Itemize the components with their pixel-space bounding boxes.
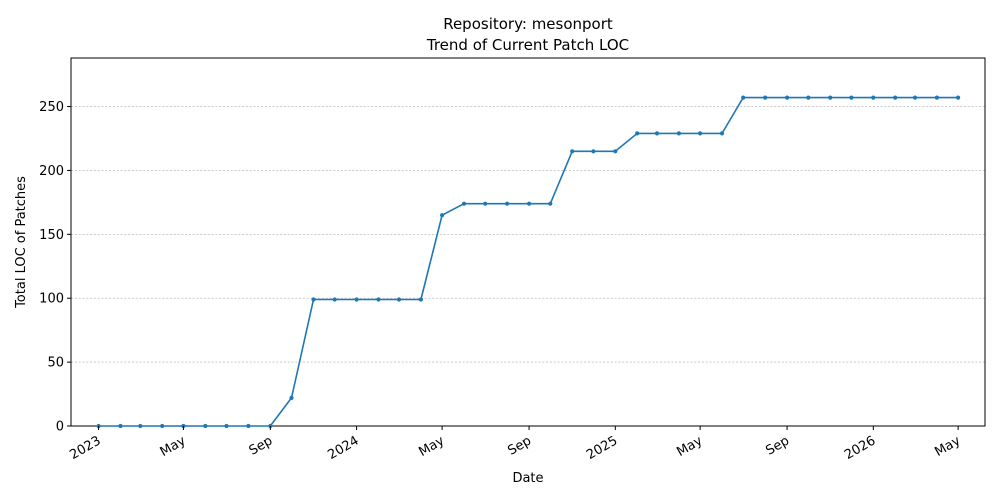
data-point [828,95,833,100]
x-tick-label: 2024 [325,433,361,463]
x-tick-label: 2023 [67,433,103,463]
data-point [719,131,725,136]
data-point [763,95,768,100]
data-point [332,297,337,302]
data-point [483,201,488,206]
y-tick-label: 50 [47,356,64,371]
data-point [224,423,229,429]
data-point [138,423,143,429]
x-axis-label: Date [512,471,543,486]
data-point [289,395,294,400]
y-axis-label: Total LOC of Patches [14,176,29,309]
data-point [676,131,682,136]
data-point [806,95,811,100]
data-point [591,149,596,154]
y-axis: 0 50 100 150 200 250 [39,100,71,435]
data-point [849,95,854,100]
data-point [505,201,510,206]
data-point [311,297,316,302]
data-point [635,131,640,136]
data-point [160,423,165,429]
y-tick-label: 0 [56,420,64,435]
plot-frame [70,57,986,427]
series-layer [96,95,961,429]
data-point [654,131,660,136]
x-tick-label: May [932,433,963,460]
x-tick-label: Sep [763,433,792,458]
data-point [527,201,532,206]
data-point [203,423,208,429]
data-point [570,149,575,154]
data-point [548,201,553,206]
x-axis: 2023 May Sep 2024 May Sep 2025 May Sep 2026 May [67,426,963,463]
x-tick-label: Sep [247,433,276,458]
data-point [785,95,790,100]
x-tick-label: May [416,433,447,460]
y-tick-label: 100 [39,292,64,307]
data-point [376,297,381,302]
data-point [461,201,467,206]
data-point [893,95,898,100]
data-point [396,297,402,302]
data-point [871,95,876,100]
data-point [956,95,961,100]
data-point [934,95,940,100]
y-tick-label: 250 [39,100,64,115]
data-point [440,213,445,218]
x-tick-label: 2026 [842,433,878,463]
series-line [98,96,959,427]
x-tick-label: May [674,433,705,460]
data-point [118,423,123,429]
x-tick-label: May [158,433,189,460]
data-point [354,297,359,302]
y-tick-label: 150 [39,228,64,243]
data-point [912,95,918,100]
chart-title: Repository: mesonport [443,15,613,33]
data-point [613,149,618,154]
x-tick-label: 2025 [584,433,620,463]
data-point [246,423,251,429]
data-point [741,95,746,100]
y-tick-label: 200 [39,164,64,179]
data-point [698,131,703,136]
data-point [418,297,423,302]
chart-subtitle: Trend of Current Patch LOC [426,36,629,54]
x-tick-label: Sep [505,433,534,458]
grid-lines [71,106,985,363]
